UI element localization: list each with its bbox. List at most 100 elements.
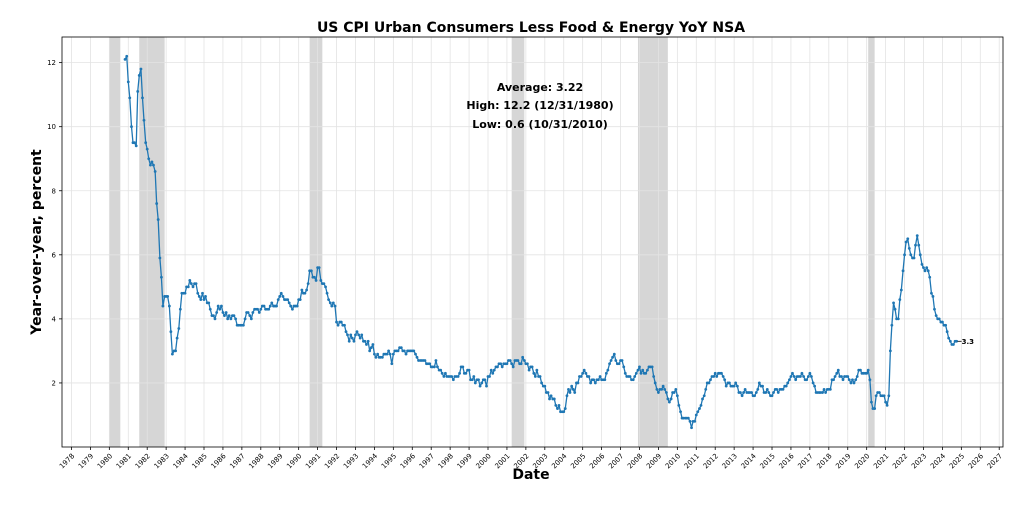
data-point — [923, 269, 927, 273]
data-point — [399, 346, 403, 350]
data-point — [870, 400, 873, 404]
data-point — [652, 375, 656, 378]
data-point — [440, 371, 444, 375]
data-point — [511, 365, 515, 369]
x-tick-label: 2026 — [967, 452, 986, 471]
data-point — [802, 375, 806, 378]
data-point — [723, 378, 727, 382]
data-point — [634, 371, 638, 375]
data-point — [267, 307, 271, 311]
data-point — [920, 263, 924, 266]
data-point — [213, 317, 217, 321]
y-axis-ticks: 2 4 6 8 10 12 — [47, 59, 62, 387]
data-point — [650, 365, 654, 369]
data-point — [223, 314, 226, 318]
data-point — [576, 381, 580, 385]
data-point — [582, 368, 586, 372]
data-point — [373, 352, 376, 356]
data-point — [865, 371, 869, 375]
data-point — [347, 339, 351, 343]
data-point — [644, 371, 648, 375]
data-point — [328, 301, 332, 305]
data-point — [584, 371, 588, 375]
data-point — [828, 387, 832, 391]
data-point — [535, 368, 539, 372]
series-layer: 3.3 — [123, 54, 974, 430]
data-point — [532, 371, 536, 375]
x-tick-label: 2017 — [796, 452, 814, 470]
data-point — [579, 375, 583, 378]
data-point — [735, 384, 739, 388]
data-point — [713, 371, 717, 375]
data-point — [202, 298, 206, 302]
data-point — [380, 355, 384, 359]
data-point — [538, 375, 542, 378]
data-point — [215, 311, 219, 314]
x-tick-label: 2013 — [721, 452, 739, 470]
data-point — [287, 301, 291, 305]
data-point — [472, 375, 476, 378]
data-point — [948, 339, 952, 343]
x-tick-label: 2024 — [929, 452, 948, 471]
x-tick-label: 2001 — [493, 452, 511, 470]
data-point — [278, 295, 282, 298]
data-point — [489, 368, 493, 372]
data-point — [930, 291, 933, 295]
data-point — [354, 333, 357, 337]
data-point — [125, 54, 129, 58]
y-tick-label: 8 — [52, 187, 56, 195]
data-point — [155, 202, 159, 205]
data-point — [888, 349, 892, 353]
data-point — [543, 384, 547, 388]
data-point — [617, 362, 621, 366]
data-point — [186, 285, 190, 289]
data-point — [915, 234, 919, 237]
data-point — [363, 339, 367, 343]
data-point — [521, 355, 525, 359]
data-point — [707, 381, 711, 385]
data-point — [142, 118, 146, 122]
data-point — [224, 311, 228, 314]
data-point — [606, 368, 610, 372]
data-point — [832, 378, 835, 382]
data-point — [728, 381, 731, 385]
data-point — [491, 371, 495, 375]
x-tick-label: 1983 — [153, 452, 171, 470]
data-point — [868, 378, 872, 382]
x-tick-label: 1982 — [134, 452, 152, 470]
data-point — [646, 368, 649, 372]
data-point — [533, 375, 537, 378]
data-point — [549, 394, 553, 398]
data-point — [343, 323, 346, 327]
recession-band — [511, 37, 525, 447]
x-tick-label: 2007 — [607, 452, 625, 470]
data-point — [776, 391, 780, 394]
data-point — [835, 371, 839, 375]
recession-band — [868, 37, 875, 447]
data-point — [761, 384, 764, 388]
data-point — [955, 339, 959, 343]
data-point — [508, 359, 512, 362]
data-point — [885, 403, 889, 407]
data-point — [813, 384, 817, 388]
data-point — [324, 285, 327, 289]
data-point — [201, 291, 204, 295]
data-point — [931, 295, 935, 298]
data-point — [355, 330, 359, 334]
x-tick-label: 1997 — [418, 452, 436, 470]
data-point — [152, 163, 155, 167]
data-point — [227, 314, 231, 318]
data-point — [664, 391, 668, 394]
data-point — [699, 403, 703, 407]
data-point — [177, 327, 181, 330]
data-point — [330, 304, 334, 308]
data-point — [414, 352, 417, 356]
data-point — [698, 407, 701, 410]
data-point — [473, 381, 477, 385]
data-point — [246, 311, 250, 314]
data-point — [791, 371, 794, 375]
data-point — [160, 275, 163, 279]
data-point — [909, 253, 913, 257]
data-point — [221, 311, 225, 314]
